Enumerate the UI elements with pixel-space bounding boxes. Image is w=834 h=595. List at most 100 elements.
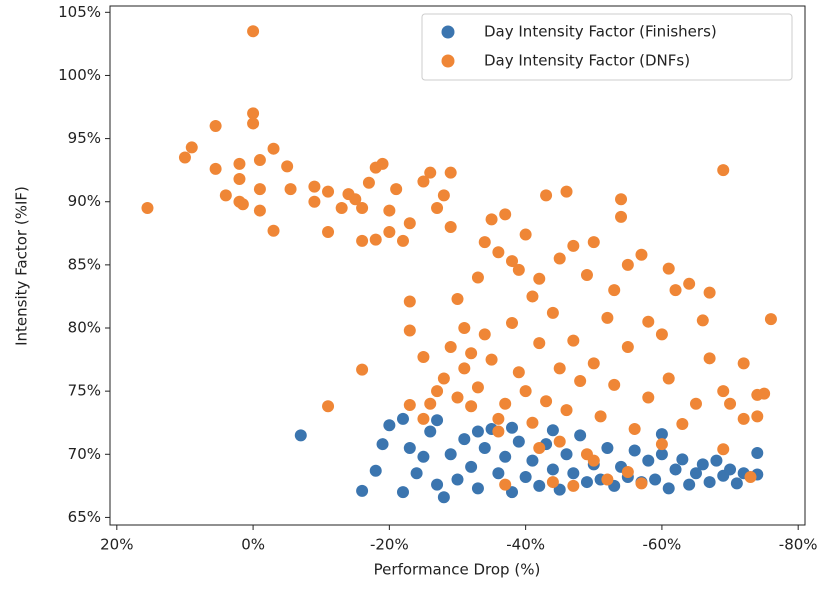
point [369, 464, 382, 477]
point [519, 228, 532, 241]
point [253, 183, 266, 196]
point [621, 258, 634, 271]
point [431, 202, 444, 215]
point [724, 463, 737, 476]
point [546, 476, 559, 489]
point [444, 340, 457, 353]
point [655, 328, 668, 341]
y-tick-label: 65% [68, 508, 101, 526]
point [383, 226, 396, 239]
point [730, 477, 743, 490]
point [717, 164, 730, 177]
point [492, 412, 505, 425]
point [696, 458, 709, 471]
point [465, 460, 478, 473]
point [499, 450, 512, 463]
point [608, 378, 621, 391]
point [396, 412, 409, 425]
point [356, 234, 369, 247]
point [615, 193, 628, 206]
point [567, 467, 580, 480]
point [499, 208, 512, 221]
y-tick-label: 70% [68, 445, 101, 463]
point [621, 465, 634, 478]
y-tick-label: 75% [68, 382, 101, 400]
point [533, 441, 546, 454]
point [465, 400, 478, 413]
point [335, 202, 348, 215]
point [451, 292, 464, 305]
point [574, 429, 587, 442]
point [233, 195, 246, 208]
point [403, 217, 416, 230]
point [533, 479, 546, 492]
point [587, 236, 600, 249]
point [356, 202, 369, 215]
point [567, 334, 580, 347]
point [219, 189, 232, 202]
point [284, 183, 297, 196]
point [519, 385, 532, 398]
point [594, 410, 607, 423]
point [506, 421, 519, 434]
point [403, 441, 416, 454]
point [751, 410, 764, 423]
x-tick-label: -20% [370, 536, 409, 554]
point [444, 166, 457, 179]
point [247, 25, 260, 38]
point [465, 347, 478, 360]
point [383, 419, 396, 432]
point [533, 337, 546, 350]
point [560, 185, 573, 198]
y-tick-label: 105% [58, 3, 101, 21]
point [506, 316, 519, 329]
y-tick-label: 100% [58, 66, 101, 84]
point [533, 272, 546, 285]
point [560, 448, 573, 461]
point [669, 463, 682, 476]
point [567, 479, 580, 492]
point [649, 473, 662, 486]
point [519, 471, 532, 484]
point [431, 385, 444, 398]
point [349, 193, 362, 206]
point [369, 233, 382, 246]
point [696, 314, 709, 327]
point [642, 454, 655, 467]
point [322, 185, 335, 198]
legend-label: Day Intensity Factor (Finishers) [484, 23, 717, 41]
point [431, 414, 444, 427]
x-tick-label: 20% [100, 536, 133, 554]
point [396, 486, 409, 499]
point [506, 255, 519, 268]
point [458, 322, 471, 335]
point [437, 189, 450, 202]
point [717, 443, 730, 456]
legend-label: Day Intensity Factor (DNFs) [484, 52, 690, 70]
point [471, 425, 484, 438]
point [410, 467, 423, 480]
point [546, 424, 559, 437]
y-axis-label: Intensity Factor (%IF) [13, 186, 31, 346]
point [683, 478, 696, 491]
point [478, 441, 491, 454]
point [621, 340, 634, 353]
point [209, 162, 222, 175]
point [587, 454, 600, 467]
point [431, 478, 444, 491]
point [424, 425, 437, 438]
point [608, 284, 621, 297]
x-tick-label: -60% [643, 536, 682, 554]
point [567, 239, 580, 252]
point [209, 119, 222, 132]
point [703, 286, 716, 299]
point [267, 142, 280, 155]
point [471, 381, 484, 394]
point [689, 467, 702, 480]
point [512, 263, 525, 276]
point [478, 236, 491, 249]
point [253, 204, 266, 217]
legend-marker [441, 25, 455, 39]
point [587, 357, 600, 370]
